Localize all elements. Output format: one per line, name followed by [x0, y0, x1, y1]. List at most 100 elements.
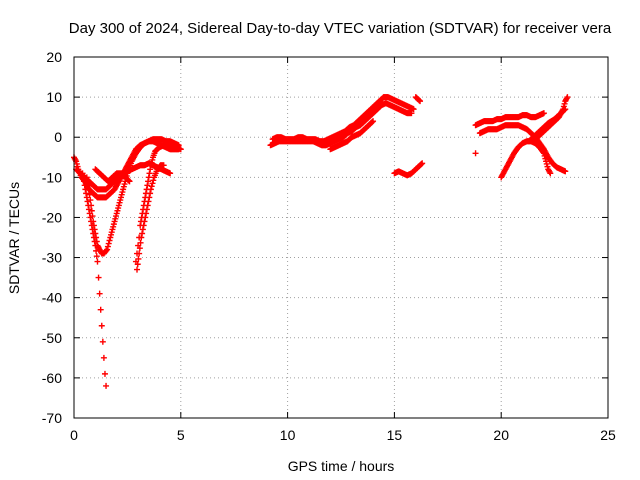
data-point: [99, 338, 106, 345]
data-point: [92, 230, 99, 237]
data-point: [149, 180, 156, 187]
data-point: [134, 261, 141, 268]
data-point: [147, 186, 154, 193]
data-point: [136, 250, 143, 257]
data-point: [137, 239, 144, 246]
data-point: [370, 118, 377, 125]
y-tick-label: 20: [46, 49, 62, 65]
data-point: [83, 174, 90, 181]
data-point: [88, 202, 95, 209]
x-tick-label: 5: [177, 427, 185, 443]
x-tick-label: 20: [493, 427, 509, 443]
data-point: [472, 150, 479, 157]
data-point: [139, 230, 146, 237]
x-tick-label: 0: [70, 427, 78, 443]
data-point: [417, 98, 424, 105]
data-point: [147, 190, 154, 197]
data-point: [145, 178, 152, 185]
data-point: [141, 218, 148, 225]
data-point: [98, 322, 105, 329]
grid-lines: [74, 57, 608, 418]
data-point: [144, 202, 151, 209]
data-point: [86, 191, 93, 198]
data-point: [90, 218, 97, 225]
data-point: [84, 198, 91, 205]
data-point: [540, 110, 547, 117]
data-point: [408, 110, 415, 117]
data-point: [85, 186, 92, 193]
data-point: [126, 178, 133, 185]
x-tick-label: 15: [387, 427, 403, 443]
plot-frame: [73, 56, 609, 419]
data-point: [142, 214, 149, 221]
data-point: [104, 243, 111, 250]
data-point: [134, 266, 141, 273]
data-point: [93, 253, 100, 260]
data-point: [103, 382, 110, 389]
data-point: [148, 183, 155, 190]
data-point: [547, 170, 554, 177]
data-point: [94, 258, 101, 265]
data-point: [145, 198, 152, 205]
data-point: [167, 170, 174, 177]
y-tick-label: 0: [54, 129, 62, 145]
data-point: [136, 245, 143, 252]
data-point: [144, 182, 151, 189]
data-point: [540, 149, 547, 156]
data-point: [160, 162, 167, 169]
data-point: [106, 237, 113, 244]
data-point: [85, 182, 92, 189]
data-point: [143, 206, 150, 213]
data-point: [90, 222, 97, 229]
x-tick-label: 25: [600, 427, 616, 443]
data-point: [146, 170, 153, 177]
data-point: [93, 234, 100, 241]
data-point: [143, 210, 150, 217]
data-point: [79, 170, 86, 177]
axis-ticks: [73, 56, 609, 419]
y-tick-label: -20: [42, 209, 62, 225]
chart-title: Day 300 of 2024, Sidereal Day-to-day VTE…: [69, 20, 612, 37]
y-tick-label: -50: [42, 330, 62, 346]
x-tick-labels: 0 5 10 15 20 25: [70, 427, 616, 443]
y-tick-label: -70: [42, 410, 62, 426]
data-point: [83, 190, 90, 197]
data-point: [104, 246, 111, 253]
data-point: [101, 370, 108, 377]
data-point: [87, 197, 94, 204]
data-point: [150, 177, 157, 184]
data-point: [95, 274, 102, 281]
data-point: [145, 174, 152, 181]
data-point: [138, 234, 145, 241]
y-tick-label: -30: [42, 250, 62, 266]
data-point: [97, 306, 104, 313]
data-point: [89, 213, 96, 220]
data-point: [100, 354, 107, 361]
data-point: [419, 160, 426, 167]
data-point: [105, 240, 112, 247]
y-tick-label: 10: [46, 89, 62, 105]
data-point: [562, 106, 569, 113]
y-tick-label: -10: [42, 169, 62, 185]
x-axis-label: GPS time / hours: [288, 458, 395, 474]
data-point: [88, 207, 95, 214]
data-points: [71, 94, 571, 389]
data-point: [139, 226, 146, 233]
data-point: [562, 168, 569, 175]
y-tick-label: -60: [42, 370, 62, 386]
data-point: [96, 290, 103, 297]
data-point: [177, 146, 184, 153]
data-point: [410, 106, 417, 113]
data-point: [91, 226, 98, 233]
y-tick-labels: -70 -60 -50 -40 -30 -20 -10 0 10 20: [42, 49, 62, 426]
data-point: [103, 247, 110, 254]
data-point: [135, 255, 142, 262]
y-tick-label: -40: [42, 290, 62, 306]
data-point: [147, 166, 154, 173]
data-point: [140, 222, 147, 229]
y-axis-label: SDTVAR / TECUs: [6, 182, 22, 294]
data-point: [146, 194, 153, 201]
data-point: [84, 178, 91, 185]
data-point: [564, 94, 571, 101]
